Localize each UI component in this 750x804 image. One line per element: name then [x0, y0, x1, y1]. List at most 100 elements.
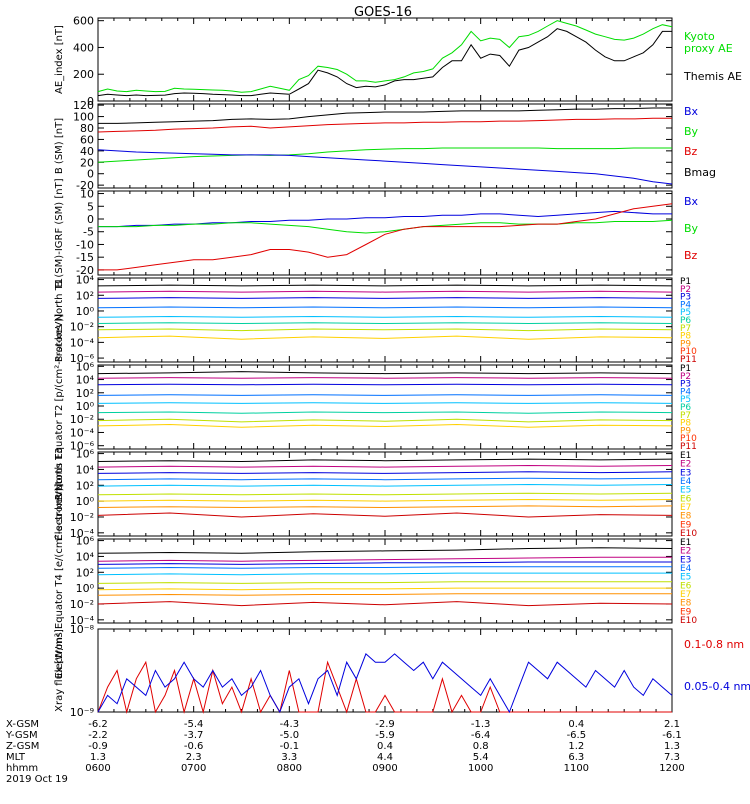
plot-title: GOES-16 [354, 5, 412, 20]
protons_t2-series-line [97, 411, 673, 414]
electrons_t4-ytick-label: 10⁰ [76, 582, 95, 595]
bsm-ytick-label: -20 [76, 179, 94, 192]
bres-ytick-label: 5 [87, 200, 94, 213]
bsm-ytick-label: 100 [73, 111, 94, 124]
protons_t1-legend-label: P7 [680, 324, 691, 334]
ephemeris-value: 0700 [181, 763, 206, 774]
protons_t2-legend-label: P11 [680, 442, 697, 452]
protons_t2-series-line [97, 371, 673, 375]
electrons_t3-legend-label: E6 [680, 494, 692, 504]
xray-ylabel: Xray flux [W/m²] [54, 629, 65, 712]
bres-ylabel: B (SM)-IGRF (SM) [nT] [54, 178, 65, 287]
bres-legend-label: By [684, 222, 699, 235]
electrons_t4-ytick-label: 10⁻⁴ [70, 614, 95, 627]
protons_t2-ytick-label: 10⁻⁶ [70, 440, 95, 453]
protons_t2-legend-label: P1 [680, 364, 691, 374]
ephemeris-value: 0800 [277, 763, 302, 774]
electrons_t4-legend-label: E8 [680, 599, 692, 609]
electrons_t3-series-line [97, 464, 673, 468]
electrons_t4-frame [97, 538, 673, 624]
xray-ytick-label: 10⁻⁸ [70, 623, 95, 636]
electrons_t4-legend-label: E9 [680, 607, 692, 617]
bsm-series-line [97, 117, 672, 133]
protons_t1-ytick-label: 10⁴ [76, 274, 95, 287]
protons_t2-legend-label: P5 [680, 395, 691, 405]
bsm-ytick-label: 60 [80, 133, 94, 146]
protons_t1-legend-label: P3 [680, 293, 691, 303]
electrons_t4-series-line [97, 581, 672, 584]
bsm-legend-label: Bx [684, 105, 699, 118]
electrons_t3-legend-label: E1 [680, 451, 691, 461]
bsm-legend-label: By [684, 125, 699, 138]
electrons_t4-legend-label: E10 [680, 616, 697, 626]
electrons_t4-ytick-label: 10⁶ [76, 535, 95, 548]
xray-series-line [97, 653, 673, 714]
ephemeris-value: -4.3 [280, 719, 300, 730]
xray-ytick-label: 10⁻⁹ [70, 706, 94, 719]
bres-legend-label: Bz [684, 249, 698, 262]
electrons_t3-series-line [97, 505, 673, 509]
ephemeris-value: -6.5 [567, 730, 587, 741]
protons_t2-ytick-label: 10⁻² [70, 413, 94, 426]
bres-ytick-label: -5 [83, 226, 94, 239]
protons_t1-ylabel: Protons North T1 [54, 278, 65, 362]
xray-legend-label: 0.1-0.8 nm [684, 638, 744, 651]
electrons_t3-ytick-label: 10⁴ [76, 463, 95, 476]
protons_t2-ytick-label: 10⁻⁴ [70, 426, 95, 439]
electrons_t3-ylabel: Electrons North T3 [54, 447, 65, 540]
electrons_t3-series-line [97, 483, 673, 487]
electrons_t3-legend-label: E4 [680, 477, 692, 487]
protons_t1-legend-label: P10 [680, 347, 697, 357]
bsm-series-line [97, 147, 672, 163]
protons_t2-legend-label: P9 [680, 426, 691, 436]
protons_t2-legend-label: P8 [680, 419, 691, 429]
electrons_t4-legend-label: E7 [680, 590, 691, 600]
electrons_t4-series-line [97, 572, 672, 576]
electrons_t3-ytick-label: 10² [76, 479, 94, 492]
electrons_t4-series-line [97, 587, 672, 591]
electrons_t3-series-line [97, 512, 673, 518]
electrons_t3-legend-label: E2 [680, 460, 691, 470]
protons_t1-ytick-label: 10⁻⁶ [70, 352, 95, 365]
protons_t1-series-line [97, 322, 673, 325]
protons_t1-series-line [97, 306, 673, 309]
electrons_t4-legend-label: E4 [680, 564, 692, 574]
ae-ytick-label: 400 [73, 41, 94, 54]
electrons_t4-legend-label: E1 [680, 538, 691, 548]
protons_t2-series-line [97, 383, 673, 386]
protons_t2-legend-label: P3 [680, 380, 691, 390]
protons_t2-legend-label: P6 [680, 403, 691, 413]
protons_t2-series-line [97, 423, 673, 428]
ephemeris-value: 2.3 [186, 752, 202, 763]
electrons_t3-legend-label: E8 [680, 512, 692, 522]
ae-legend-label: Kyoto [684, 30, 715, 43]
electrons_t4-ytick-label: 10⁻² [70, 598, 94, 611]
bres-ytick-label: 10 [80, 188, 94, 201]
xray-legend-label: 0.05-0.4 nm [684, 680, 750, 693]
ephemeris-value: 5.4 [473, 752, 489, 763]
protons_t1-legend-label: P1 [680, 277, 691, 287]
electrons_t4-legend-label: E2 [680, 547, 691, 557]
ephemeris-value: -5.0 [280, 730, 300, 741]
ae-ytick-label: 200 [73, 68, 94, 81]
bsm-ytick-label: 80 [80, 122, 94, 135]
ephemeris-value: 7.3 [664, 752, 680, 763]
ephemeris-row-label: hhmm [6, 763, 38, 774]
bsm-legend-label: Bz [684, 145, 698, 158]
electrons_t4-series-line [97, 556, 672, 562]
ephemeris-value: 0.8 [473, 741, 489, 752]
ephemeris-value: -6.1 [662, 730, 682, 741]
ephemeris-value: 1200 [659, 763, 684, 774]
protons_t1-legend-label: P8 [680, 332, 691, 342]
protons_t1-legend-label: P11 [680, 355, 697, 365]
ephemeris-value: -1.3 [471, 719, 491, 730]
electrons_t4-ylabel: Electrons Equator T4 [e/(cm²-s-sr-keV)] [54, 483, 65, 678]
electrons_t3-series-line [97, 492, 673, 496]
ephemeris-value: -6.2 [88, 719, 108, 730]
electrons_t3-series-line [97, 477, 673, 481]
bres-ytick-label: -10 [76, 238, 94, 251]
protons_t2-series-line [97, 394, 673, 396]
protons_t2-legend-label: P2 [680, 372, 691, 382]
ae-legend-label: Themis AE [683, 70, 742, 83]
